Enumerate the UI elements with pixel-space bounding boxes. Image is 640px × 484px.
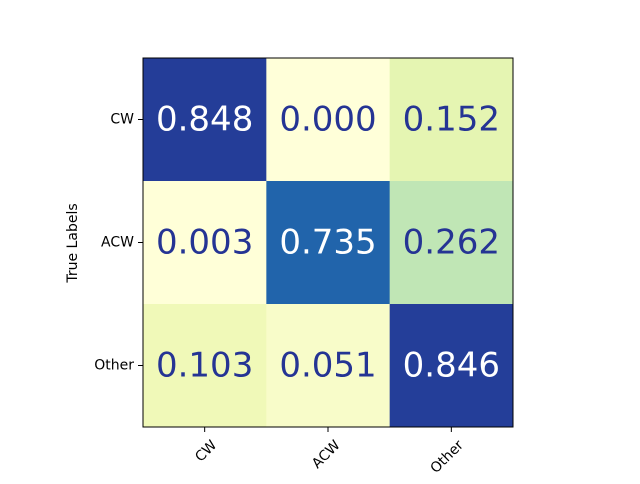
heatmap-cell <box>143 58 267 182</box>
cell-value-label: 0.103 <box>156 346 253 386</box>
heatmap-cell <box>389 58 514 182</box>
y-tick-label: CW <box>110 112 134 128</box>
heatmap-value-labels: 0.848 0.000 0.152 0.003 0.735 0.262 0.103 0.051… <box>156 100 500 386</box>
cell-value-label: 0.848 <box>156 100 253 140</box>
heatmap-cell <box>389 181 514 305</box>
heatmap-cell <box>266 304 391 428</box>
y-tick-label: ACW <box>101 235 134 251</box>
y-tick-label: Other <box>94 358 134 374</box>
cell-value-label: 0.846 <box>403 346 500 386</box>
heatmap-cell <box>266 58 391 182</box>
heatmap-cell <box>389 304 514 428</box>
heatmap-cell <box>143 304 267 428</box>
cell-value-label: 0.000 <box>279 100 376 140</box>
heatmap-cell <box>266 181 391 305</box>
heatmap-cells <box>143 58 514 428</box>
x-tick-label: ACW <box>309 437 344 472</box>
cell-value-label: 0.735 <box>279 223 376 263</box>
cell-value-label: 0.262 <box>403 223 500 263</box>
y-axis-label: True Labels <box>65 203 81 283</box>
y-axis-ticks: CW ACW Other <box>94 112 143 374</box>
x-tick-label: Other <box>428 437 468 477</box>
cell-value-label: 0.051 <box>279 346 376 386</box>
x-axis-ticks: CW ACW Other <box>192 427 467 477</box>
cell-value-label: 0.003 <box>156 223 253 263</box>
heatmap-cell <box>143 181 267 305</box>
x-tick-label: CW <box>192 437 220 465</box>
cell-value-label: 0.152 <box>403 100 500 140</box>
